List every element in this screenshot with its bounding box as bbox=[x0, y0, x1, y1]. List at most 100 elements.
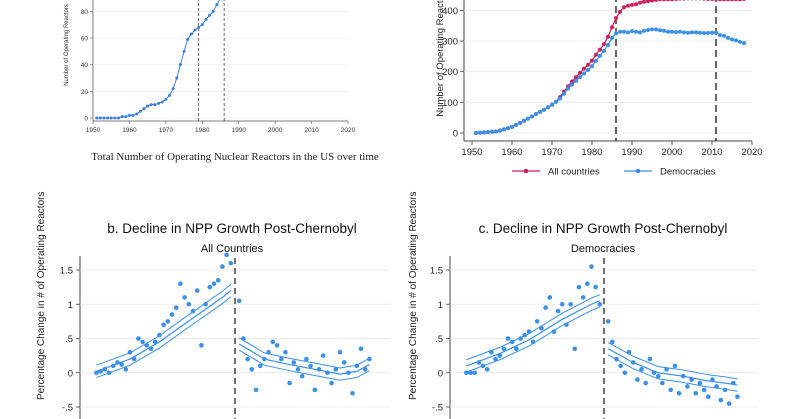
data-point bbox=[110, 363, 116, 369]
us-point bbox=[120, 115, 124, 119]
x-tick-label: 1980 bbox=[581, 147, 602, 158]
fit-pre-lower-ci bbox=[96, 296, 232, 379]
data-point bbox=[593, 284, 598, 290]
data-point bbox=[514, 346, 519, 352]
y-tick-label: 200 bbox=[442, 67, 458, 78]
democracies-point bbox=[562, 91, 566, 96]
us-point bbox=[149, 103, 153, 107]
data-point bbox=[194, 288, 200, 293]
data-point bbox=[501, 346, 507, 352]
y-tick-label: 20 bbox=[81, 89, 89, 96]
all-countries-point bbox=[574, 75, 578, 80]
democracies-point bbox=[722, 33, 726, 38]
x-tick-label: 2010 bbox=[304, 127, 319, 134]
all-countries-point bbox=[630, 2, 634, 7]
democracies-point bbox=[730, 37, 734, 42]
democracies-point bbox=[614, 31, 618, 36]
democracies-point bbox=[690, 30, 694, 35]
x-tick-label: 1950 bbox=[461, 147, 482, 158]
democracies-point bbox=[522, 118, 526, 123]
democracies-point bbox=[482, 130, 486, 135]
democracies-point bbox=[698, 30, 702, 35]
data-point bbox=[98, 369, 103, 374]
data-point bbox=[308, 363, 313, 369]
fit-pre-line bbox=[96, 290, 232, 372]
democracies-point bbox=[674, 30, 678, 35]
data-point bbox=[618, 363, 623, 369]
us-point bbox=[138, 109, 142, 113]
data-point bbox=[257, 363, 263, 369]
us-point bbox=[215, 3, 219, 7]
all-countries-point bbox=[598, 47, 602, 52]
data-point bbox=[144, 343, 150, 348]
all-countries-point bbox=[646, 0, 650, 4]
us-point bbox=[95, 116, 99, 120]
data-point bbox=[157, 332, 162, 338]
data-point bbox=[497, 353, 503, 358]
data-point bbox=[182, 295, 187, 300]
democracies-point bbox=[714, 30, 718, 35]
data-point bbox=[367, 356, 372, 362]
data-point bbox=[283, 349, 288, 355]
y-tick-label: 80 bbox=[81, 9, 89, 16]
fit-pre-upper-ci bbox=[96, 283, 232, 366]
all-countries-point bbox=[706, 0, 710, 1]
all-countries-point bbox=[722, 0, 726, 2]
y-axis-label: Number of Operating Reactors bbox=[64, 4, 70, 86]
us-point bbox=[204, 17, 208, 21]
democracies-point bbox=[654, 27, 658, 32]
data-point bbox=[530, 339, 536, 345]
data-point bbox=[676, 391, 682, 396]
data-point bbox=[705, 394, 711, 400]
data-point bbox=[291, 360, 297, 365]
y-axis-label: Percentage Change in # of Operating Reac… bbox=[36, 192, 47, 400]
data-point bbox=[241, 336, 246, 341]
x-tick-label: 1990 bbox=[231, 127, 246, 134]
fit-pre-upper-ci bbox=[466, 294, 601, 361]
democracies-point bbox=[554, 99, 558, 104]
y-tick-label: .5 bbox=[435, 334, 443, 345]
democracies-point bbox=[574, 78, 578, 83]
data-point bbox=[655, 373, 661, 379]
us-point bbox=[197, 25, 201, 29]
data-point bbox=[203, 301, 208, 307]
data-point bbox=[215, 277, 221, 283]
us-point bbox=[171, 87, 175, 91]
us-point bbox=[182, 49, 186, 53]
fit-pre-line bbox=[466, 300, 601, 367]
data-point bbox=[123, 367, 129, 372]
democracies-point bbox=[506, 126, 510, 131]
democracies-point bbox=[742, 41, 746, 46]
democracies-point bbox=[530, 114, 534, 119]
data-point bbox=[647, 356, 653, 362]
us-point bbox=[160, 100, 164, 104]
democracies-point bbox=[534, 111, 538, 116]
data-point bbox=[614, 356, 619, 362]
data-point bbox=[304, 356, 309, 362]
democracies-point bbox=[586, 67, 590, 72]
x-tick-label: 1980 bbox=[195, 127, 210, 134]
data-point bbox=[207, 284, 213, 290]
us-point bbox=[106, 116, 110, 120]
y-tick-label: 0 bbox=[453, 129, 458, 140]
us-point bbox=[146, 104, 150, 108]
y-tick-label: -.5 bbox=[62, 403, 73, 414]
democracies-point bbox=[682, 30, 686, 35]
y-tick-label: 1.5 bbox=[430, 266, 443, 277]
all-countries-point bbox=[570, 79, 574, 84]
democracies-point bbox=[622, 29, 626, 34]
us-point bbox=[131, 113, 135, 117]
democracies-point bbox=[634, 29, 638, 34]
y-tick-label: 100 bbox=[442, 98, 458, 109]
data-point bbox=[572, 346, 578, 352]
all-countries-point bbox=[710, 0, 714, 1]
data-point bbox=[735, 394, 740, 400]
us-point bbox=[109, 116, 113, 120]
us-point bbox=[200, 23, 204, 27]
y-tick-label: 400 bbox=[442, 6, 458, 17]
data-point bbox=[299, 373, 305, 379]
democracies-point bbox=[542, 107, 546, 112]
data-point bbox=[152, 339, 158, 345]
data-point bbox=[660, 380, 665, 386]
us-point bbox=[189, 32, 193, 36]
